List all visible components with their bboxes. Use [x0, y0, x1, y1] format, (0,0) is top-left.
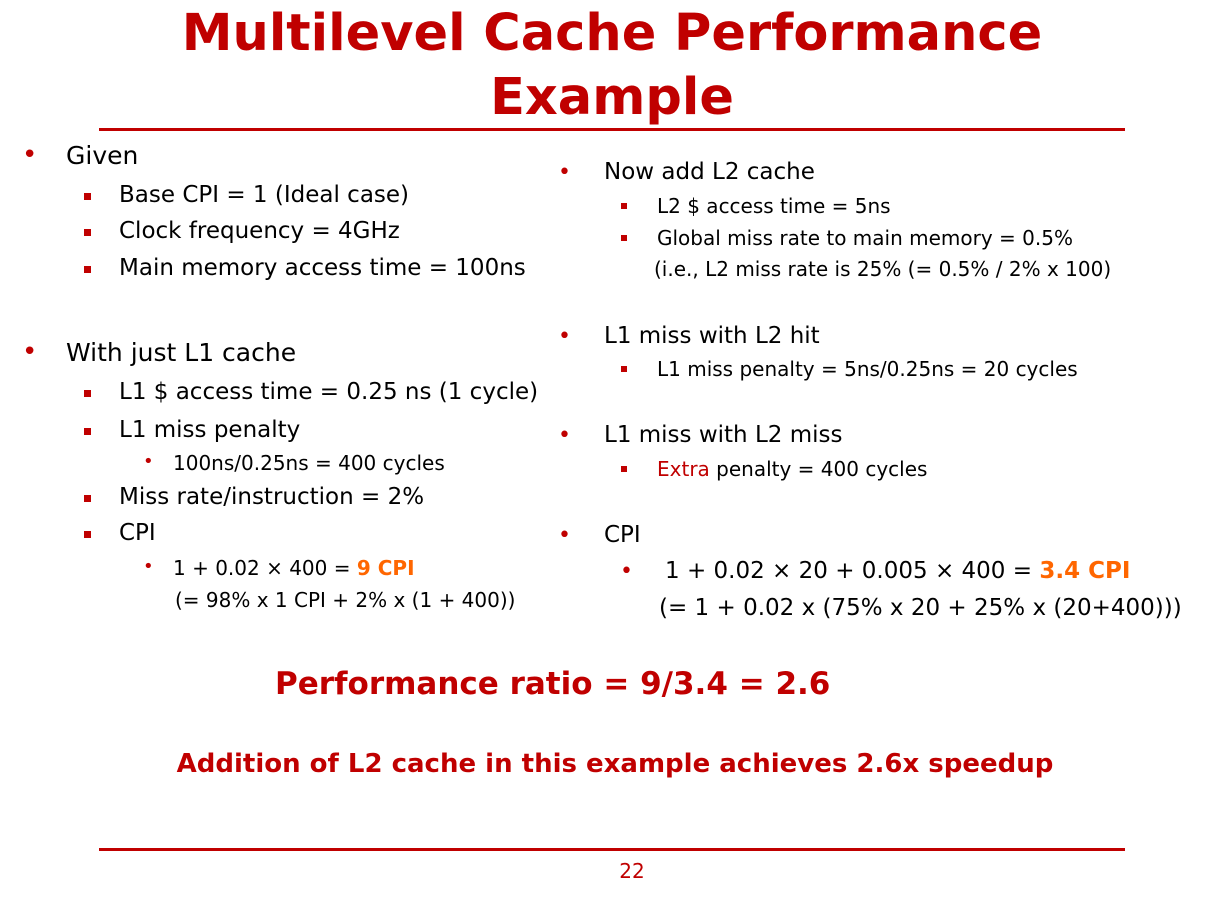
bullet-global-miss	[621, 235, 627, 241]
extra-word: Extra	[657, 457, 710, 481]
l2-cpi-result: 3.4 CPI	[1039, 558, 1131, 584]
l2-miss-penalty: Extra penalty = 400 cycles	[657, 457, 927, 481]
bullet-cpi-right: •	[558, 523, 571, 548]
l1-cpi-formula-text: 1 + 0.02 × 400 =	[173, 556, 357, 580]
l1-cpi-formula: 1 + 0.02 × 400 = 9 CPI	[173, 556, 415, 580]
l1-cpi-explain: (= 98% x 1 CPI + 2% x (1 + 400))	[175, 588, 516, 612]
bullet-extra-penalty	[621, 466, 627, 472]
l2-cpi-explain: (= 1 + 0.02 x (75% x 20 + 25% x (20+400)…	[659, 595, 1182, 621]
l2-cpi-formula: 1 + 0.02 × 20 + 0.005 × 400 = 3.4 CPI	[665, 557, 1130, 585]
l1-cpi-label: CPI	[119, 520, 156, 546]
l2-miss-heading: L1 miss with L2 miss	[604, 422, 843, 448]
bullet-l2-miss: •	[558, 423, 571, 448]
bullet-cpi-left	[84, 531, 91, 538]
bullet-miss-penalty-calc: •	[143, 451, 154, 472]
bullet-cpi-formula-right: •	[620, 559, 633, 584]
conclusion: Addition of L2 cache in this example ach…	[176, 749, 1054, 779]
l1-access-time: L1 $ access time = 0.25 ns (1 cycle)	[119, 379, 539, 405]
given-memory-access: Main memory access time = 100ns	[119, 255, 526, 281]
l2-cpi-formula-text: 1 + 0.02 × 20 + 0.005 × 400 =	[665, 558, 1040, 584]
bullet-cpi-formula-left: •	[143, 556, 154, 577]
bullet-given: •	[22, 140, 38, 170]
l2-hit-penalty: L1 miss penalty = 5ns/0.25ns = 20 cycles	[657, 357, 1078, 381]
bullet-l1only: •	[22, 337, 38, 367]
add-l2-heading: Now add L2 cache	[604, 159, 815, 185]
slide-title-line2: Example	[490, 68, 734, 127]
bullet-clock	[84, 229, 91, 236]
bullet-l2-hit: •	[558, 324, 571, 349]
global-miss-rate-note: (i.e., L2 miss rate is 25% (= 0.5% / 2% …	[654, 257, 1112, 281]
footer-rule	[99, 848, 1125, 851]
given-base-cpi: Base CPI = 1 (Ideal case)	[119, 182, 410, 208]
l1-miss-penalty: L1 miss penalty	[119, 417, 301, 443]
given-heading: Given	[66, 141, 139, 170]
title-rule	[99, 128, 1125, 131]
page-number: 22	[619, 859, 645, 883]
l1-cpi-result: 9 CPI	[356, 556, 415, 580]
bullet-miss-rate	[84, 495, 91, 502]
bullet-memory	[84, 266, 91, 273]
l2-access-time: L2 $ access time = 5ns	[657, 194, 891, 218]
l2-cpi-heading: CPI	[604, 522, 641, 548]
bullet-l1-access	[84, 390, 91, 397]
given-clock-frequency: Clock frequency = 4GHz	[119, 218, 400, 244]
bullet-l2-hit-penalty	[621, 366, 627, 372]
global-miss-rate: Global miss rate to main memory = 0.5%	[657, 226, 1073, 250]
slide-title: Multilevel Cache Performance Example	[100, 2, 1124, 130]
slide-title-line1: Multilevel Cache Performance	[181, 4, 1043, 63]
extra-penalty-text: penalty = 400 cycles	[709, 457, 928, 481]
bullet-base-cpi	[84, 193, 91, 200]
bullet-l2-access	[621, 203, 627, 209]
bullet-add-l2: •	[558, 160, 571, 185]
l1-miss-rate: Miss rate/instruction = 2%	[119, 484, 425, 510]
l1only-heading: With just L1 cache	[66, 338, 297, 367]
bullet-l1-miss-penalty	[84, 428, 91, 435]
l2-hit-heading: L1 miss with L2 hit	[604, 323, 820, 349]
performance-ratio: Performance ratio = 9/3.4 = 2.6	[275, 666, 831, 702]
l1-miss-penalty-calc: 100ns/0.25ns = 400 cycles	[173, 451, 445, 475]
